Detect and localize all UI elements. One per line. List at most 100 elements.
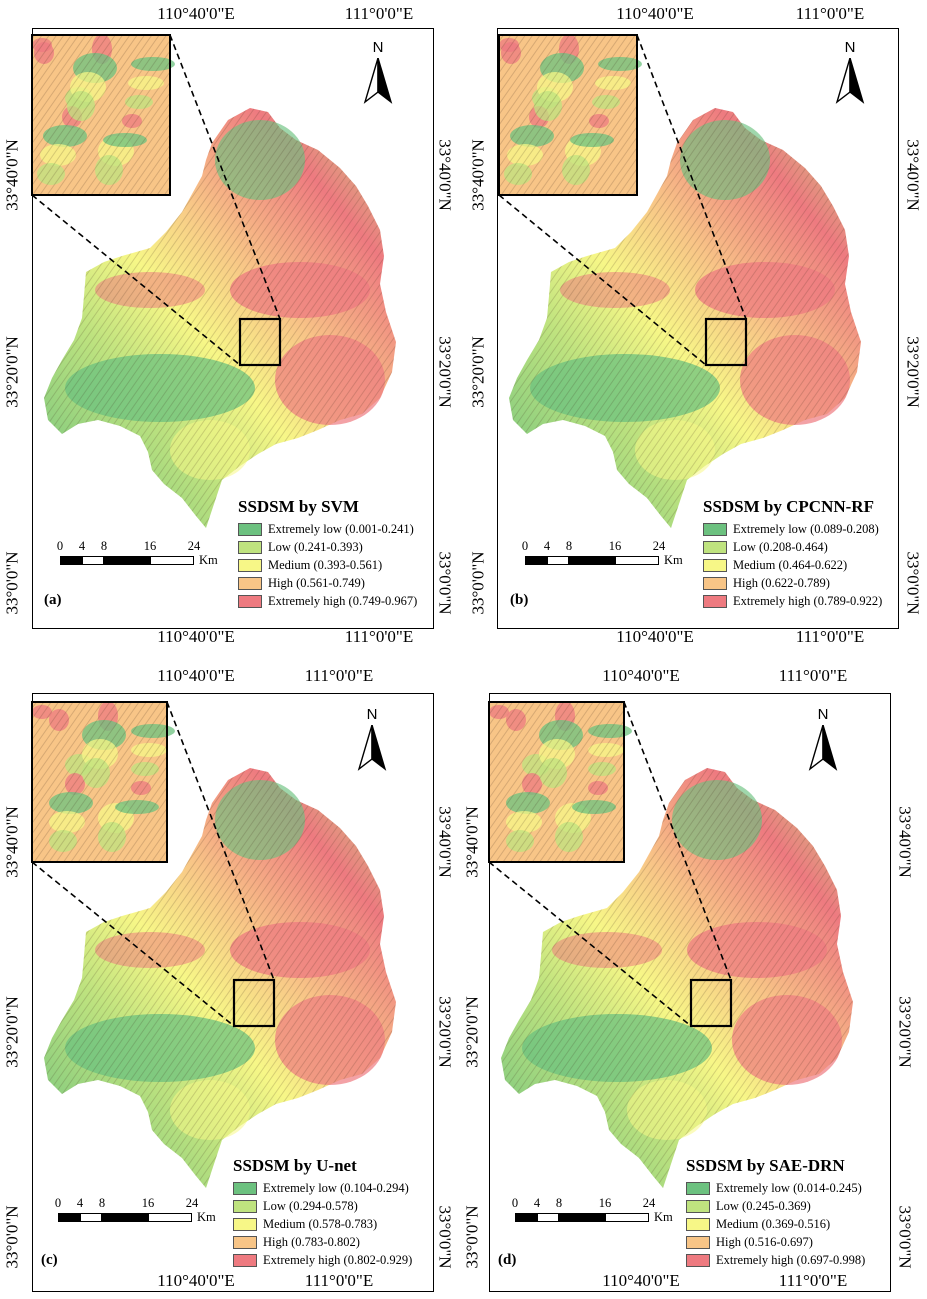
legend-range: (0.104-0.294) bbox=[340, 1180, 409, 1195]
legend-range: (0.578-0.783) bbox=[308, 1216, 378, 1231]
longitude-label-top: 110°40'0"E bbox=[157, 4, 235, 23]
legend-range: (0.294-0.578) bbox=[289, 1198, 358, 1213]
legend-item: High (0.783-0.802) bbox=[233, 1233, 412, 1251]
legend-class: High bbox=[268, 575, 293, 590]
legend-swatch bbox=[703, 576, 727, 590]
north-arrow-icon: N bbox=[357, 706, 387, 771]
scale-unit: Km bbox=[654, 1210, 673, 1224]
latitude-label-left: 33°0'0"N bbox=[468, 551, 488, 615]
legend-swatch bbox=[238, 576, 262, 590]
scale-segment bbox=[102, 1213, 148, 1222]
latitude-label-right: 33°20'0"N bbox=[435, 336, 455, 408]
scale-tick-label: 16 bbox=[598, 1196, 612, 1210]
legend-item: Extremely high (0.697-0.998) bbox=[686, 1251, 865, 1269]
latitude-label-right: 33°20'0"N bbox=[903, 336, 923, 408]
legend-swatch bbox=[703, 558, 727, 572]
scale-segment bbox=[525, 556, 547, 565]
scale-tick-label: 4 bbox=[533, 1196, 541, 1210]
scale-tick-label: 16 bbox=[143, 539, 157, 553]
legend-range: (0.749-0.967) bbox=[348, 593, 418, 608]
legend-title: SSDSM by SVM bbox=[238, 497, 359, 516]
legend-item: Extremely low (0.001-0.241) bbox=[238, 520, 417, 538]
legend-item: High (0.561-0.749) bbox=[238, 574, 417, 592]
latitude-label-left: 33°40'0"N bbox=[462, 806, 482, 878]
legend-class: Extremely high bbox=[716, 1252, 794, 1267]
scale-tick-label: 16 bbox=[141, 1196, 155, 1210]
legend: SSDSM by SAE-DRN Extremely low (0.014-0.2… bbox=[686, 1156, 865, 1269]
legend-swatch bbox=[233, 1235, 257, 1249]
legend-item: Low (0.294-0.578) bbox=[233, 1197, 412, 1215]
legend-range: (0.697-0.998) bbox=[796, 1252, 866, 1267]
north-label: N bbox=[366, 706, 378, 723]
latitude-label-left: 33°20'0"N bbox=[2, 336, 22, 408]
scale-tick-label: 8 bbox=[555, 1196, 563, 1210]
legend-swatch bbox=[238, 594, 262, 608]
latitude-label-right: 33°0'0"N bbox=[435, 1205, 455, 1269]
scale-segment bbox=[80, 1213, 102, 1222]
longitude-label-bottom: 111°0'0"E bbox=[778, 1271, 848, 1290]
legend-range: (0.001-0.241) bbox=[345, 521, 414, 536]
scale-segment bbox=[148, 1213, 192, 1222]
panel-label: (b) bbox=[510, 592, 529, 608]
legend-swatch bbox=[238, 540, 262, 554]
legend-swatch bbox=[686, 1181, 710, 1195]
scale-tick-label: 8 bbox=[565, 539, 573, 553]
legend-range: (0.622-0.789) bbox=[761, 575, 830, 590]
scale-segment bbox=[150, 556, 194, 565]
longitude-label-bottom: 111°0'0"E bbox=[304, 1271, 374, 1290]
longitude-label-bottom: 110°40'0"E bbox=[157, 1271, 235, 1290]
longitude-label-top: 111°0'0"E bbox=[344, 4, 414, 23]
legend-item: Low (0.208-0.464) bbox=[703, 538, 882, 556]
legend-range: (0.208-0.464) bbox=[759, 539, 828, 554]
legend-swatch bbox=[238, 558, 262, 572]
legend-swatch bbox=[233, 1181, 257, 1195]
latitude-label-left: 33°40'0"N bbox=[468, 139, 488, 211]
legend-class: Low bbox=[716, 1198, 739, 1213]
legend-range: (0.245-0.369) bbox=[742, 1198, 811, 1213]
latitude-label-left: 33°40'0"N bbox=[2, 806, 22, 878]
scale-segment bbox=[547, 556, 569, 565]
legend-item: Extremely low (0.089-0.208) bbox=[703, 520, 882, 538]
latitude-label-right: 33°40'0"N bbox=[895, 806, 915, 878]
scale-tick-label: 24 bbox=[185, 1196, 199, 1210]
legend-class: High bbox=[733, 575, 758, 590]
legend: SSDSM by SVM Extremely low (0.001-0.241) L… bbox=[238, 497, 417, 610]
legend-item: Medium (0.464-0.622) bbox=[703, 556, 882, 574]
north-label: N bbox=[844, 39, 856, 56]
legend-class: Extremely low bbox=[733, 521, 807, 536]
legend-swatch bbox=[703, 522, 727, 536]
legend-swatch bbox=[703, 540, 727, 554]
scale-tick-label: 0 bbox=[54, 1196, 62, 1210]
latitude-label-right: 33°40'0"N bbox=[435, 139, 455, 211]
latitude-label-right: 33°0'0"N bbox=[895, 1205, 915, 1269]
scale-tick-label: 0 bbox=[521, 539, 529, 553]
legend-range: (0.393-0.561) bbox=[313, 557, 383, 572]
legend-title: SSDSM by U-net bbox=[233, 1156, 357, 1175]
scale-segment bbox=[559, 1213, 605, 1222]
scale-tick-label: 0 bbox=[511, 1196, 519, 1210]
legend-swatch bbox=[238, 522, 262, 536]
legend-swatch bbox=[686, 1217, 710, 1231]
latitude-label-left: 33°0'0"N bbox=[2, 551, 22, 615]
scale-segment bbox=[104, 556, 150, 565]
longitude-label-bottom: 110°40'0"E bbox=[616, 627, 694, 646]
scale-segment bbox=[537, 1213, 559, 1222]
legend-item: Medium (0.578-0.783) bbox=[233, 1215, 412, 1233]
panel-label: (a) bbox=[44, 592, 62, 608]
scale-unit: Km bbox=[664, 553, 683, 567]
legend-range: (0.802-0.929) bbox=[343, 1252, 413, 1267]
latitude-label-left: 33°20'0"N bbox=[468, 336, 488, 408]
scale-segment bbox=[615, 556, 659, 565]
legend-range: (0.789-0.922) bbox=[813, 593, 883, 608]
legend-class: Low bbox=[263, 1198, 286, 1213]
scale-tick-label: 4 bbox=[543, 539, 551, 553]
scale-tick-label: 4 bbox=[76, 1196, 84, 1210]
scale-tick-label: 4 bbox=[78, 539, 86, 553]
legend-class: Medium bbox=[263, 1216, 306, 1231]
longitude-label-bottom: 110°40'0"E bbox=[602, 1271, 680, 1290]
legend-item: High (0.516-0.697) bbox=[686, 1233, 865, 1251]
legend-class: Extremely high bbox=[268, 593, 346, 608]
longitude-label-bottom: 110°40'0"E bbox=[157, 627, 235, 646]
legend-range: (0.241-0.393) bbox=[294, 539, 363, 554]
legend-class: Extremely low bbox=[263, 1180, 337, 1195]
